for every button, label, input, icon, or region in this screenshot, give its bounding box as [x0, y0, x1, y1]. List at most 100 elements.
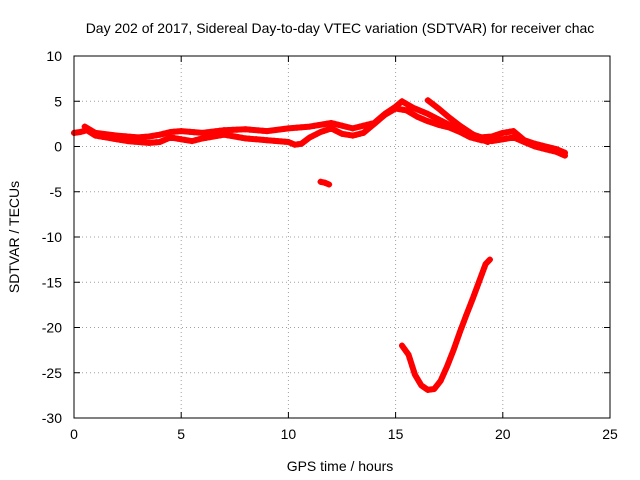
data-point	[331, 120, 338, 127]
data-point	[356, 123, 363, 130]
data-point	[406, 355, 413, 362]
data-point	[439, 118, 446, 125]
data-point	[462, 315, 469, 322]
data-point	[435, 116, 442, 123]
data-point	[484, 138, 491, 145]
x-axis-title: GPS time / hours	[287, 458, 394, 474]
x-tick-label: 10	[281, 426, 297, 442]
data-point	[460, 318, 467, 325]
data-point	[466, 303, 473, 310]
data-point	[410, 367, 417, 374]
data-point	[447, 355, 454, 362]
data-point	[535, 141, 542, 148]
data-point	[88, 127, 95, 134]
data-point	[417, 115, 424, 122]
data-point	[310, 132, 317, 139]
data-point	[477, 274, 484, 281]
data-point	[471, 292, 478, 299]
data-point	[469, 295, 476, 302]
data-point	[431, 114, 438, 121]
data-point	[476, 278, 483, 285]
data-point	[481, 264, 488, 271]
data-point	[81, 123, 88, 130]
data-point	[367, 120, 374, 127]
data-point	[188, 138, 195, 145]
data-point	[446, 114, 453, 121]
data-point	[406, 102, 413, 109]
data-point	[442, 119, 449, 126]
data-point	[557, 148, 564, 155]
data-point	[449, 123, 456, 130]
data-point	[321, 127, 328, 134]
y-tick-label: 10	[46, 48, 62, 64]
y-tick-label: -25	[42, 365, 62, 381]
data-point	[442, 367, 449, 374]
data-point	[410, 111, 417, 118]
data-layer	[71, 97, 568, 393]
ticks: 0 5 10 15 20 25 10 5 0 -5 -10 -15 -20 -25 -30	[42, 48, 618, 442]
data-point	[496, 131, 503, 138]
data-point	[440, 370, 447, 377]
x-tick-label: 0	[70, 426, 78, 442]
chart-title: Day 202 of 2017, Sidereal Day-to-day VTE…	[86, 20, 595, 36]
data-point	[478, 271, 485, 278]
y-tick-label: -10	[42, 229, 62, 245]
data-point	[421, 109, 428, 116]
x-tick-label: 20	[495, 426, 511, 442]
data-point	[353, 124, 360, 131]
data-point	[450, 347, 457, 354]
data-point	[326, 181, 333, 188]
data-point	[546, 144, 553, 151]
data-point	[414, 113, 421, 120]
data-point	[335, 129, 342, 136]
data-point	[414, 375, 421, 382]
data-point	[353, 131, 360, 138]
data-point	[451, 343, 458, 350]
data-point	[561, 149, 568, 156]
data-point	[356, 130, 363, 137]
data-point	[435, 121, 442, 128]
data-point	[492, 132, 499, 139]
data-point	[444, 363, 451, 370]
data-point	[489, 133, 496, 140]
data-point	[431, 102, 438, 109]
data-point	[437, 377, 444, 384]
data-point	[409, 104, 416, 111]
data-point	[160, 137, 167, 144]
data-point	[342, 123, 349, 130]
data-point	[480, 268, 487, 275]
data-point	[313, 130, 320, 137]
x-tick-label: 15	[388, 426, 404, 442]
data-point	[459, 322, 466, 329]
data-point	[156, 131, 163, 138]
data-point	[392, 103, 399, 110]
data-point	[458, 325, 465, 332]
data-point	[405, 351, 412, 358]
data-point	[306, 134, 313, 141]
data-point	[524, 138, 531, 145]
x-tick-label: 25	[602, 426, 618, 442]
data-point	[472, 288, 479, 295]
data-point	[421, 384, 428, 391]
data-point	[328, 119, 335, 126]
data-point	[399, 98, 406, 105]
data-point	[428, 119, 435, 126]
data-point	[446, 121, 453, 128]
data-point	[553, 146, 560, 153]
data-point	[449, 117, 456, 124]
data-point	[321, 179, 328, 186]
data-point	[481, 137, 488, 144]
data-point	[428, 112, 435, 119]
data-point	[381, 110, 388, 117]
y-tick-label: 5	[54, 93, 62, 109]
data-point	[403, 107, 410, 114]
data-point	[473, 285, 480, 292]
data-point	[317, 178, 324, 185]
data-point	[456, 122, 463, 129]
data-point	[467, 129, 474, 136]
data-point	[478, 136, 485, 143]
data-point	[463, 311, 470, 318]
data-point	[542, 143, 549, 150]
data-point	[431, 120, 438, 127]
